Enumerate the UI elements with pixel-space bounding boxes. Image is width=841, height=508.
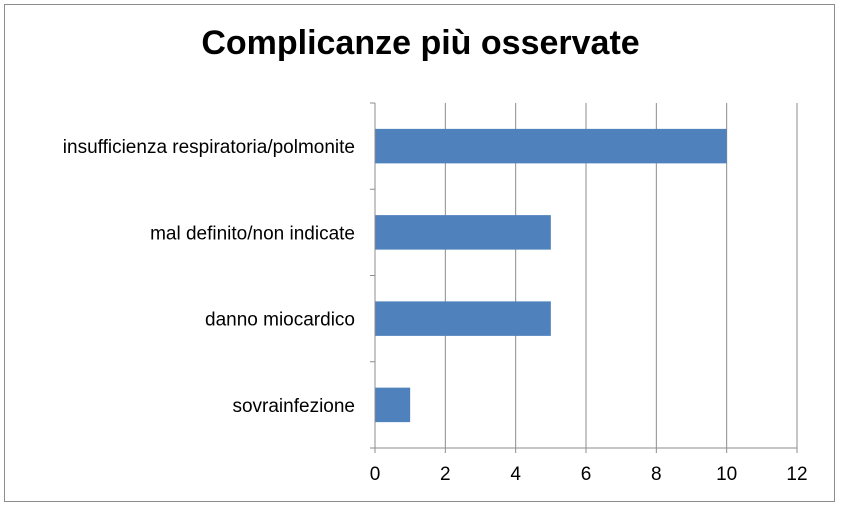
x-tick-label: 12 (786, 464, 807, 485)
chart-title: Complicanze più osservate (201, 24, 640, 62)
x-tick-label: 2 (440, 464, 451, 485)
x-tick-label: 10 (716, 464, 737, 485)
bar (375, 387, 411, 423)
category-label: insufficienza respiratoria/polmonite (63, 137, 355, 158)
category-label: sovrainfezione (232, 396, 355, 417)
bar (375, 128, 727, 164)
category-label: danno miocardico (205, 310, 355, 331)
x-tick-label: 4 (510, 464, 521, 485)
chart-frame (4, 4, 835, 502)
x-tick-label: 8 (651, 464, 662, 485)
bar (375, 301, 551, 336)
category-label: mal definito/non indicate (150, 223, 355, 244)
bar (375, 215, 551, 250)
x-tick-label: 0 (370, 464, 381, 485)
x-tick-label: 6 (581, 464, 592, 485)
